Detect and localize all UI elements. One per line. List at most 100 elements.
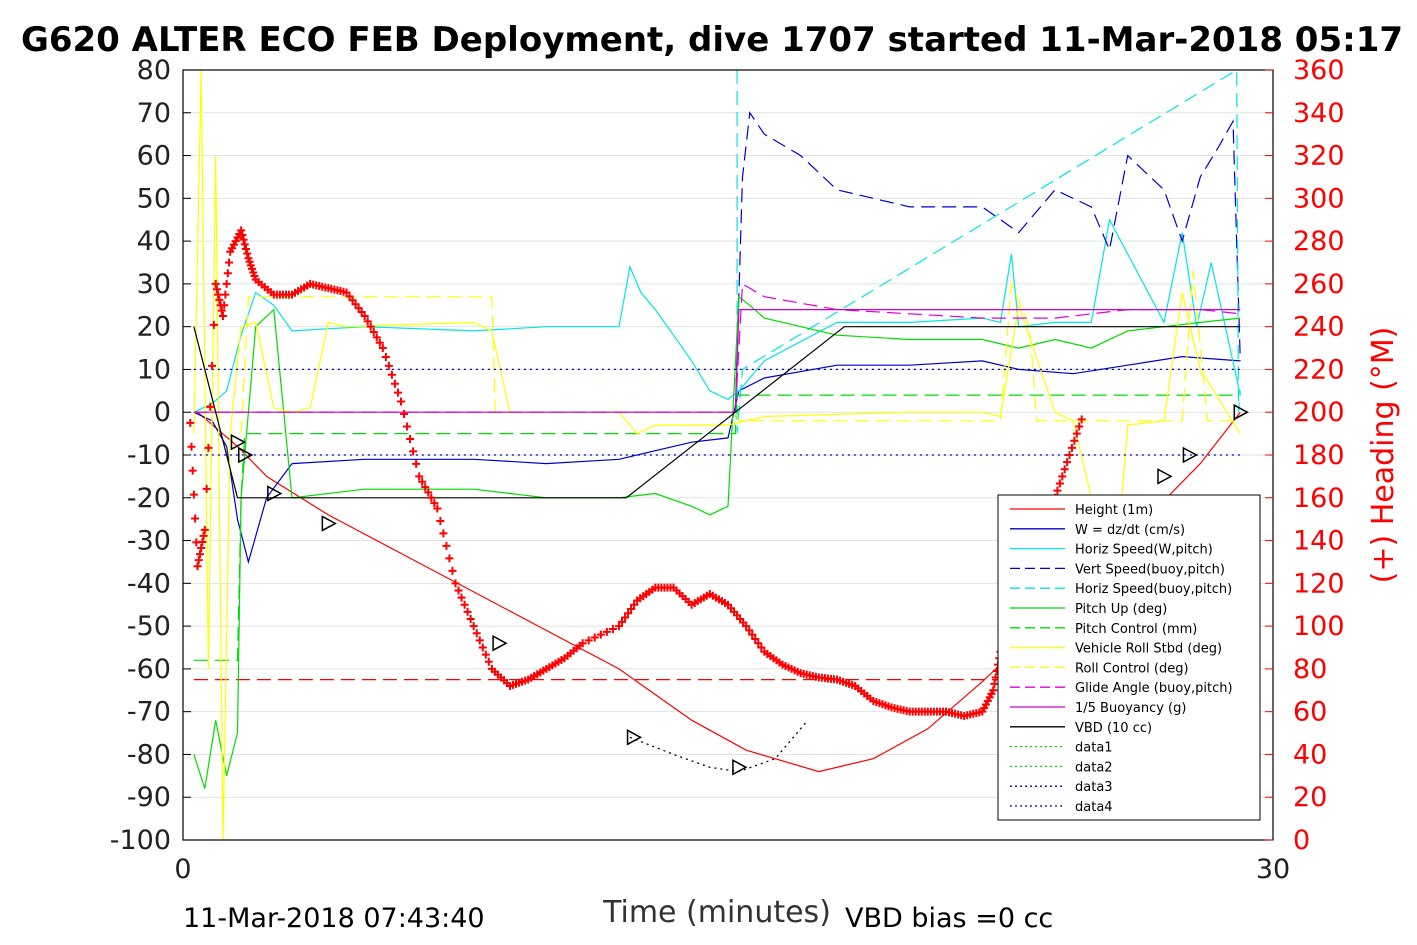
heading-point: [478, 643, 487, 652]
heading-point: [751, 634, 760, 643]
y-tick-label: 60: [137, 141, 171, 172]
heading-point: [222, 279, 231, 288]
legend-entry: data1: [1075, 741, 1113, 756]
heading-point: [223, 269, 232, 278]
y-tick-label: -50: [127, 611, 171, 642]
heading-point: [366, 322, 375, 331]
heading-point: [217, 306, 226, 315]
heading-point: [194, 556, 203, 565]
triangle-marker: [321, 515, 337, 532]
x-tick-label: 30: [1256, 854, 1290, 885]
footer-timestamp: 11-Mar-2018 07:43:40: [183, 903, 485, 934]
heading-point: [745, 626, 754, 635]
triangle-marker: [1157, 468, 1173, 485]
y-tick-label: -30: [127, 526, 171, 557]
heading-point: [225, 258, 234, 267]
right-tick-label: 80: [1293, 654, 1327, 685]
y-tick-label: 40: [137, 226, 171, 257]
heading-point: [202, 484, 211, 493]
left-y-ticks: 80 70 60 50 40 30 20 10 0 -10 -20 -30 -40 -50 -60 -70 -8…: [110, 55, 191, 856]
triangle-marker: [732, 759, 748, 776]
heading-point: [209, 320, 218, 329]
heading-point: [220, 301, 229, 310]
y-tick-label: -20: [127, 483, 171, 514]
heading-point: [221, 290, 230, 299]
heading-point: [212, 285, 221, 294]
heading-point: [406, 434, 415, 443]
heading-point: [466, 614, 475, 623]
right-tick-label: 140: [1293, 526, 1345, 557]
series-line-4: [736, 68, 1241, 434]
heading-point: [1067, 443, 1076, 452]
legend-entry: Vehicle Roll Stbd (deg): [1075, 642, 1222, 657]
right-tick-label: 60: [1293, 697, 1327, 728]
heading-point: [204, 443, 213, 452]
legend-entry: Horiz Speed(W,pitch): [1075, 543, 1213, 558]
heading-point: [206, 402, 215, 411]
heading-point: [427, 493, 436, 502]
legend-entry: Pitch Up (deg): [1075, 602, 1167, 617]
triangle-marker: [492, 634, 508, 652]
legend-entry: data4: [1075, 800, 1113, 815]
right-y-axis-label: (+) Heading (°M): [1366, 327, 1401, 584]
series-line-8: [240, 271, 1241, 434]
heading-point: [578, 639, 587, 648]
legend-entry: Height (1m): [1075, 503, 1153, 518]
heading-point: [237, 226, 246, 235]
heading-point: [369, 328, 378, 337]
y-tick-label: -60: [127, 654, 171, 685]
heading-point: [208, 361, 217, 370]
y-tick-label: -80: [127, 739, 171, 770]
right-tick-label: 20: [1293, 782, 1327, 813]
legend-entry: data3: [1075, 780, 1113, 795]
series-line-9: [193, 282, 1241, 413]
heading-point: [188, 466, 197, 475]
heading-point: [618, 617, 627, 626]
legend-entry: Glide Angle (buoy,pitch): [1075, 681, 1233, 696]
heading-point: [218, 311, 227, 320]
heading-point: [1077, 415, 1086, 424]
legend-entry: VBD (10 cc): [1075, 721, 1152, 736]
heading-point: [397, 397, 405, 406]
heading-point: [415, 472, 424, 481]
heading-point: [240, 240, 249, 249]
heading-point: [409, 447, 418, 456]
heading-point: [469, 622, 478, 631]
heading-point: [187, 442, 196, 451]
heading-point: [621, 613, 630, 622]
heading-point: [375, 338, 384, 347]
legend-entry: data2: [1075, 760, 1113, 775]
right-tick-label: 40: [1293, 739, 1327, 770]
heading-point: [757, 643, 766, 652]
series-line-2: [193, 217, 1241, 413]
heading-point: [584, 636, 593, 645]
heading-point: [624, 609, 633, 618]
extra-line-1: [629, 719, 809, 773]
right-tick-label: 280: [1293, 226, 1345, 257]
right-tick-label: 260: [1293, 269, 1345, 300]
heading-point: [442, 541, 451, 550]
heading-point: [1063, 458, 1072, 467]
heading-point: [1053, 486, 1062, 495]
right-tick-label: 100: [1293, 611, 1345, 642]
right-tick-label: 200: [1293, 397, 1345, 428]
heading-point: [191, 514, 200, 523]
y-tick-label: 10: [137, 354, 171, 385]
triangle-marker: [1182, 446, 1199, 464]
heading-point: [1065, 451, 1074, 459]
heading-point: [200, 525, 209, 534]
right-y-ticks: 3603403203002802602402202001801601401201…: [1265, 55, 1345, 856]
heading-point: [211, 279, 220, 288]
heading-point: [238, 231, 247, 240]
y-tick-label: -100: [110, 825, 171, 856]
heading-point: [590, 633, 599, 642]
heading-point: [400, 410, 409, 419]
footer-vbd-bias: VBD bias =0 cc: [845, 903, 1053, 934]
heading-point: [615, 622, 623, 631]
heading-point: [1055, 479, 1064, 488]
heading-point: [424, 488, 433, 497]
heading-point: [457, 593, 466, 602]
legend-entry: W = dz/dt (cm/s): [1075, 523, 1185, 538]
heading-point: [463, 607, 472, 616]
